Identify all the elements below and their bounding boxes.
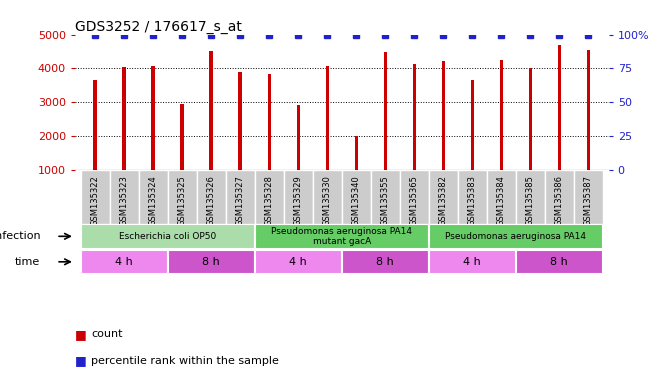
- Text: Escherichia coli OP50: Escherichia coli OP50: [119, 232, 216, 241]
- FancyBboxPatch shape: [371, 170, 400, 223]
- Bar: [355, 136, 358, 170]
- Bar: [441, 61, 445, 170]
- Text: GSM135384: GSM135384: [497, 175, 506, 226]
- FancyBboxPatch shape: [429, 170, 458, 223]
- Text: GSM135382: GSM135382: [439, 175, 448, 226]
- Bar: [383, 52, 387, 170]
- Text: ■: ■: [75, 328, 87, 341]
- FancyBboxPatch shape: [429, 224, 603, 248]
- FancyBboxPatch shape: [342, 250, 429, 274]
- FancyBboxPatch shape: [168, 170, 197, 223]
- FancyBboxPatch shape: [429, 250, 516, 274]
- Bar: [326, 66, 329, 170]
- Bar: [238, 72, 242, 170]
- Text: 4 h: 4 h: [115, 257, 133, 267]
- FancyBboxPatch shape: [574, 170, 603, 223]
- Text: 8 h: 8 h: [376, 257, 394, 267]
- Text: GSM135327: GSM135327: [236, 175, 245, 226]
- Text: GSM135329: GSM135329: [294, 175, 303, 226]
- Text: GSM135383: GSM135383: [468, 175, 477, 226]
- Bar: [122, 66, 126, 170]
- FancyBboxPatch shape: [255, 250, 342, 274]
- FancyBboxPatch shape: [487, 170, 516, 223]
- Text: GSM135365: GSM135365: [410, 175, 419, 226]
- Bar: [152, 66, 155, 170]
- Bar: [413, 64, 416, 170]
- Text: Pseudomonas aeruginosa PA14: Pseudomonas aeruginosa PA14: [445, 232, 587, 241]
- FancyBboxPatch shape: [81, 250, 168, 274]
- Text: 4 h: 4 h: [290, 257, 307, 267]
- FancyBboxPatch shape: [197, 170, 226, 223]
- FancyBboxPatch shape: [255, 224, 429, 248]
- FancyBboxPatch shape: [284, 170, 312, 223]
- FancyBboxPatch shape: [458, 170, 487, 223]
- Text: GSM135330: GSM135330: [323, 175, 332, 226]
- Text: 4 h: 4 h: [464, 257, 481, 267]
- Text: GSM135386: GSM135386: [555, 175, 564, 226]
- FancyBboxPatch shape: [400, 170, 429, 223]
- Bar: [587, 50, 590, 170]
- Text: Pseudomonas aeruginosa PA14
mutant gacA: Pseudomonas aeruginosa PA14 mutant gacA: [271, 227, 412, 246]
- Bar: [296, 105, 300, 170]
- Text: GDS3252 / 176617_s_at: GDS3252 / 176617_s_at: [75, 20, 242, 33]
- Bar: [268, 74, 271, 170]
- Text: GSM135323: GSM135323: [120, 175, 129, 226]
- FancyBboxPatch shape: [312, 170, 342, 223]
- FancyBboxPatch shape: [545, 170, 574, 223]
- FancyBboxPatch shape: [81, 170, 109, 223]
- Bar: [529, 68, 532, 170]
- FancyBboxPatch shape: [81, 224, 255, 248]
- FancyBboxPatch shape: [168, 250, 255, 274]
- Bar: [471, 80, 474, 170]
- Bar: [558, 45, 561, 170]
- FancyBboxPatch shape: [226, 170, 255, 223]
- Text: GSM135387: GSM135387: [584, 175, 593, 226]
- Text: count: count: [91, 329, 122, 339]
- Text: percentile rank within the sample: percentile rank within the sample: [91, 356, 279, 366]
- Bar: [210, 51, 213, 170]
- Text: 8 h: 8 h: [551, 257, 568, 267]
- Text: GSM135328: GSM135328: [265, 175, 273, 226]
- Text: GSM135340: GSM135340: [352, 175, 361, 226]
- Bar: [180, 104, 184, 170]
- FancyBboxPatch shape: [516, 170, 545, 223]
- FancyBboxPatch shape: [255, 170, 284, 223]
- Text: ■: ■: [75, 354, 87, 367]
- Text: GSM135322: GSM135322: [90, 175, 100, 226]
- Text: GSM135325: GSM135325: [178, 175, 187, 226]
- Text: GSM135385: GSM135385: [526, 175, 535, 226]
- Text: infection: infection: [0, 231, 40, 241]
- FancyBboxPatch shape: [342, 170, 371, 223]
- Bar: [499, 60, 503, 170]
- Text: GSM135326: GSM135326: [207, 175, 215, 226]
- FancyBboxPatch shape: [139, 170, 168, 223]
- Text: time: time: [15, 257, 40, 267]
- Text: GSM135355: GSM135355: [381, 175, 390, 226]
- FancyBboxPatch shape: [516, 250, 603, 274]
- Bar: [94, 80, 97, 170]
- Text: 8 h: 8 h: [202, 257, 220, 267]
- FancyBboxPatch shape: [109, 170, 139, 223]
- Text: GSM135324: GSM135324: [148, 175, 158, 226]
